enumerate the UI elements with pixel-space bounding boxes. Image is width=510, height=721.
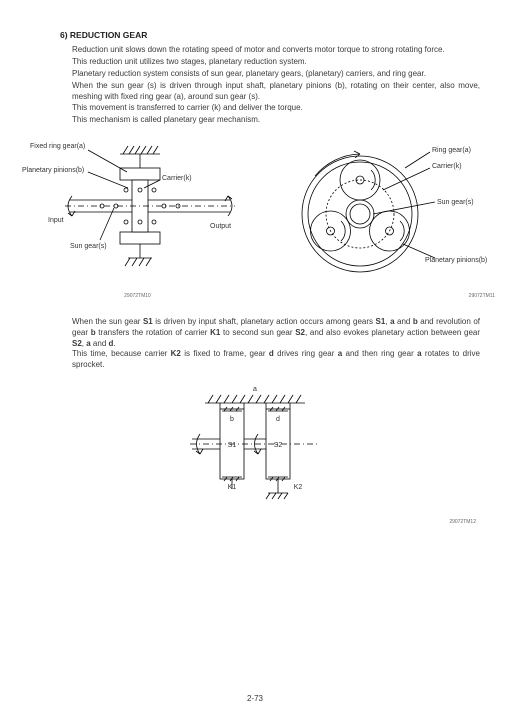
fig1-label-input: Input — [48, 217, 64, 224]
fig3-label-K2: K2 — [294, 484, 303, 491]
page: 6) REDUCTION GEAR Reduction unit slows d… — [0, 0, 510, 721]
fig1-label-planetary-pinions: Planetary pinions(b) — [22, 167, 84, 174]
fig1-label-carrier: Carrier(k) — [162, 175, 192, 182]
para1-line: Planetary reduction system consists of s… — [72, 69, 480, 80]
figure-2-frontview: Ring gear(a) Carrier(k) Sun gear(s) Plan… — [275, 136, 495, 300]
fig3-label-S2: S2 — [274, 442, 283, 449]
para1-line: This mechanism is called planetary gear … — [72, 115, 480, 126]
fig2-label-ring-gear: Ring gear(a) — [432, 147, 471, 154]
figure-3-id: 29072TM12 — [449, 519, 476, 526]
fig1-label-fixed-ring-gear: Fixed ring gear(a) — [30, 143, 85, 150]
fig3-label-a: a — [253, 386, 257, 393]
fig3-label-b: b — [230, 416, 234, 423]
paragraph-block-1: Reduction unit slows down the rotating s… — [30, 45, 480, 126]
para1-line: This reduction unit utilizes two stages,… — [72, 57, 480, 68]
para1-line: Reduction unit slows down the rotating s… — [72, 45, 480, 56]
fig3-label-d: d — [276, 416, 280, 423]
figure-1-schematic: Fixed ring gear(a) Planetary pinions(b) … — [10, 136, 265, 300]
fig1-label-sun-gear: Sun gear(s) — [70, 243, 107, 250]
fig3-label-S1: S1 — [228, 442, 237, 449]
fig2-label-carrier: Carrier(k) — [432, 163, 462, 170]
paragraph-block-2: When the sun gear S1 is driven by input … — [30, 317, 480, 371]
figure-row: Fixed ring gear(a) Planetary pinions(b) … — [30, 136, 480, 311]
para2: When the sun gear S1 is driven by input … — [72, 317, 480, 371]
figure-3-two-stage: a b d S1 S2 K1 K2 29072TM12 — [30, 381, 480, 526]
fig1-label-output: Output — [210, 223, 231, 230]
fig3-label-K1: K1 — [228, 484, 237, 491]
figure-2-id: 29072TM11 — [275, 293, 495, 300]
fig2-label-planetary-pinions: Planetary pinions(b) — [425, 257, 487, 264]
page-number: 2-73 — [0, 694, 510, 705]
para1-line: This movement is transferred to carrier … — [72, 103, 480, 114]
para1-line: When the sun gear (s) is driven through … — [72, 81, 480, 103]
section-heading: 6) REDUCTION GEAR — [30, 30, 480, 41]
figure-1-id: 29072TM10 — [10, 293, 265, 300]
fig2-label-sun-gear: Sun gear(s) — [437, 199, 474, 206]
